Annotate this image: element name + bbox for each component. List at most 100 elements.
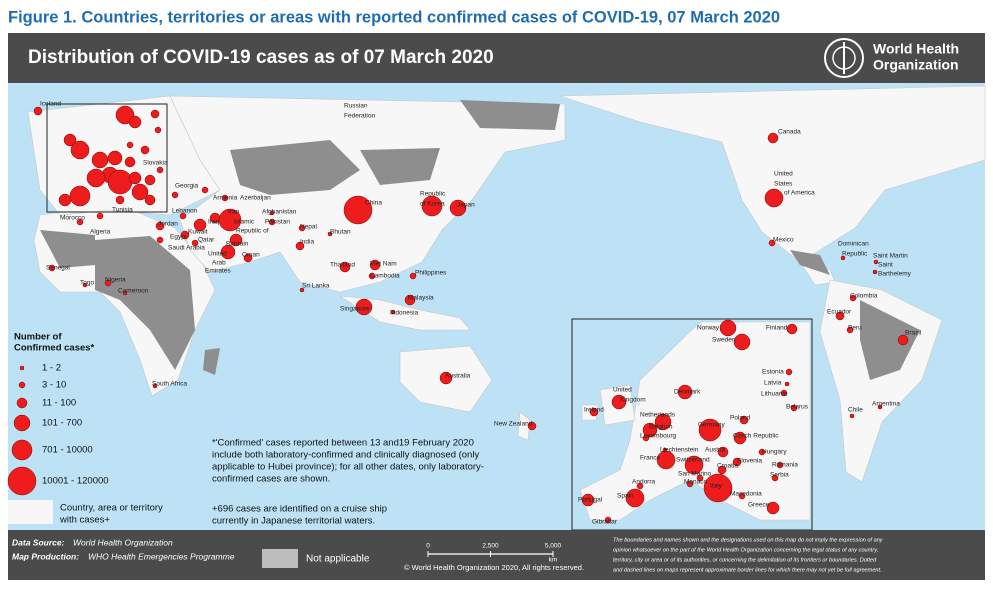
case-marker — [849, 413, 855, 419]
case-marker — [82, 282, 88, 288]
case-marker — [872, 269, 878, 275]
case-marker — [128, 115, 142, 129]
production: WHO Health Emergencies Programme — [88, 551, 235, 561]
country-label: Malaysia — [408, 295, 434, 302]
case-marker — [218, 208, 242, 232]
disclaimer: The boundaries and names shown and the d… — [613, 537, 884, 573]
footer-bar — [8, 530, 985, 580]
country-label: Poland — [730, 415, 751, 422]
case-marker — [581, 493, 595, 507]
country-label: Norway — [697, 325, 720, 332]
case-marker — [91, 151, 109, 169]
case-marker — [191, 239, 199, 247]
note: currently in Japanese territorial waters… — [212, 516, 375, 527]
case-marker — [767, 132, 779, 144]
case-marker — [642, 422, 658, 438]
disclaimer-line: opinion whatsoever on the part of the Wo… — [613, 547, 878, 553]
org-name: World Health — [873, 41, 959, 57]
country-label: Monaco — [684, 479, 708, 486]
case-marker — [63, 133, 77, 147]
case-marker — [404, 294, 416, 306]
case-marker — [686, 480, 694, 488]
country-label: Saint Martin — [873, 253, 908, 260]
note: confirmed cases are shown. — [212, 474, 330, 485]
country-label: Republic — [420, 191, 446, 198]
case-marker — [368, 272, 376, 280]
country-label: Australia — [445, 373, 471, 380]
legend: Number of Confirmed cases* Country, area… — [8, 332, 163, 526]
source-label: Data Source: — [12, 537, 65, 547]
case-marker — [421, 195, 443, 217]
case-marker — [684, 455, 704, 475]
country-label: France — [640, 455, 661, 462]
case-marker — [107, 169, 133, 195]
case-marker — [409, 272, 417, 280]
country-label: Jordan — [158, 221, 178, 228]
country-label: Switzerland — [676, 457, 710, 464]
country-label: United — [613, 387, 632, 394]
case-marker — [738, 492, 746, 500]
country-label: Brazil — [905, 330, 922, 337]
case-marker — [295, 241, 305, 251]
case-marker — [780, 389, 788, 397]
case-marker — [156, 236, 164, 244]
case-marker — [771, 474, 779, 482]
legend-title: Confirmed cases* — [14, 343, 95, 354]
country-label: Belgium — [649, 424, 672, 431]
country-label: India — [300, 239, 314, 246]
case-marker — [33, 106, 43, 116]
map-title: Distribution of COVID-19 cases as of 07 … — [28, 47, 494, 68]
org-name: Organization — [873, 57, 959, 73]
note: include both laboratory-confirmed and cl… — [212, 450, 479, 461]
legend-swatch — [8, 500, 53, 524]
case-marker — [766, 501, 780, 515]
country-label: Iceland — [40, 101, 61, 108]
na-label: Not applicable — [306, 554, 370, 565]
case-marker — [897, 334, 909, 346]
country-label: Senegal — [46, 265, 70, 272]
country-label: Pakistan — [265, 219, 290, 226]
case-marker — [527, 421, 537, 431]
country-label: South Africa — [152, 381, 187, 388]
country-label: Azerbaijan — [240, 195, 271, 202]
case-marker — [604, 516, 612, 524]
country-label: Luxembourg — [640, 433, 677, 440]
country-label: Morocco — [60, 215, 85, 222]
disclaimer-line: The boundaries and names shown and the d… — [613, 537, 884, 543]
country-label: Togo — [80, 280, 94, 287]
case-marker — [104, 279, 112, 287]
country-label: New Zealand — [494, 421, 533, 428]
note: +696 cases are identified on a cruise sh… — [212, 504, 387, 515]
case-marker — [221, 194, 229, 202]
country-label: Islamic — [234, 219, 255, 226]
country-label: Denmark — [674, 389, 701, 396]
legend-marker — [7, 466, 37, 496]
case-marker — [144, 194, 156, 206]
country-label: Emirates — [205, 268, 231, 275]
country-label: Sweden — [712, 337, 736, 344]
legend-label: 10001 - 120000 — [42, 476, 109, 487]
legend-label: with cases+ — [59, 515, 110, 526]
no-case-area — [40, 100, 920, 380]
case-marker — [201, 186, 209, 194]
case-marker — [698, 418, 722, 442]
scale-label: 0 — [426, 543, 430, 550]
case-marker — [636, 482, 644, 490]
country-label: Algeria — [90, 229, 111, 236]
legend-title: Number of — [14, 332, 62, 343]
case-marker — [625, 488, 645, 508]
country-label: Mexico — [773, 237, 794, 244]
case-marker — [785, 368, 793, 376]
case-marker — [193, 218, 207, 232]
case-marker — [298, 224, 306, 232]
case-marker — [339, 261, 351, 273]
case-marker — [733, 333, 751, 351]
country-label: Kuwait — [188, 229, 208, 236]
country-label: Tunisia — [112, 207, 133, 214]
case-marker — [873, 259, 879, 265]
case-marker — [96, 212, 104, 220]
country-label: Andorra — [632, 479, 656, 486]
case-marker — [122, 290, 128, 296]
case-marker — [369, 259, 381, 271]
country-label: China — [365, 200, 382, 207]
